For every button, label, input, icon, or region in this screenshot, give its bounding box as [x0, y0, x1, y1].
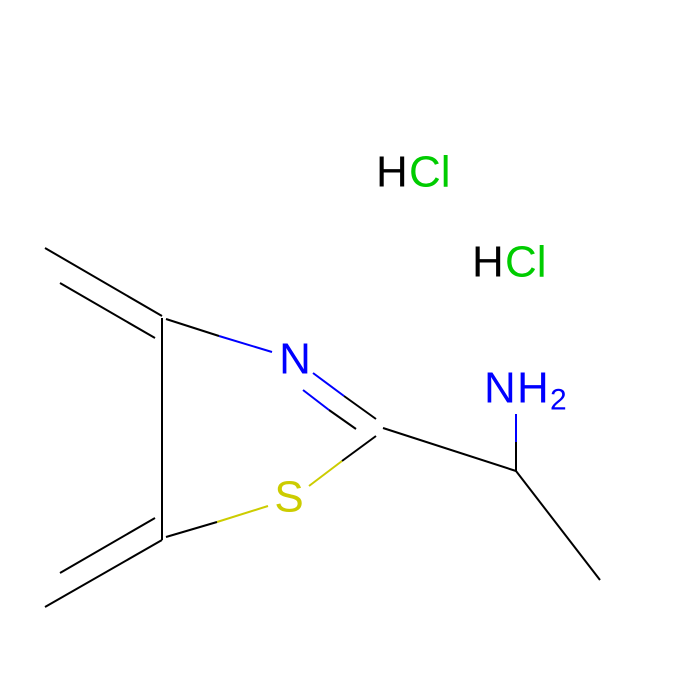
atom-label-NH2_2: 2: [550, 384, 567, 417]
atom-label-HCl2_Cl: Cl: [505, 238, 547, 287]
atom-label-S_ring: S: [274, 473, 303, 522]
atom-label-HCl1_Cl: Cl: [409, 148, 451, 197]
atom-label-HCl2_H: H: [472, 238, 504, 287]
atom-label-NH2_H: H: [517, 364, 549, 413]
atom-label-NH2_N: N: [484, 364, 516, 413]
atom-labels: NSNH2HClHCl: [274, 148, 566, 522]
bonds: [45, 248, 600, 607]
atom-label-HCl1_H: H: [376, 148, 408, 197]
atom-label-N_ring: N: [279, 335, 311, 384]
molecule-diagram: NSNH2HClHCl: [0, 0, 700, 700]
